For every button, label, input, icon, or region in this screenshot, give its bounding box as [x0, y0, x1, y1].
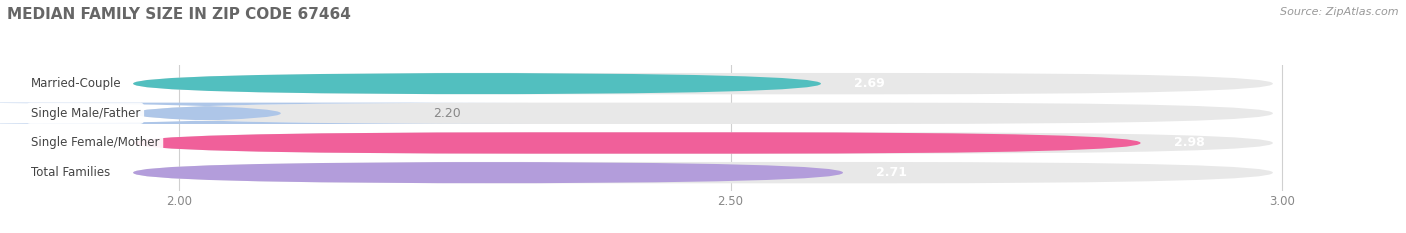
Text: MEDIAN FAMILY SIZE IN ZIP CODE 67464: MEDIAN FAMILY SIZE IN ZIP CODE 67464 — [7, 7, 351, 22]
Text: 2.98: 2.98 — [1174, 137, 1205, 150]
Text: 2.20: 2.20 — [433, 107, 461, 120]
FancyBboxPatch shape — [134, 132, 1140, 154]
FancyBboxPatch shape — [134, 103, 1272, 124]
Text: Single Male/Father: Single Male/Father — [31, 107, 141, 120]
Text: Single Female/Mother: Single Female/Mother — [31, 137, 159, 150]
FancyBboxPatch shape — [134, 132, 1272, 154]
Text: 2.71: 2.71 — [876, 166, 907, 179]
Text: Total Families: Total Families — [31, 166, 110, 179]
Text: Married-Couple: Married-Couple — [31, 77, 121, 90]
FancyBboxPatch shape — [134, 162, 844, 183]
FancyBboxPatch shape — [0, 103, 530, 124]
FancyBboxPatch shape — [134, 162, 1272, 183]
Text: Source: ZipAtlas.com: Source: ZipAtlas.com — [1281, 7, 1399, 17]
Text: 2.69: 2.69 — [853, 77, 884, 90]
FancyBboxPatch shape — [134, 73, 821, 94]
FancyBboxPatch shape — [134, 73, 1272, 94]
